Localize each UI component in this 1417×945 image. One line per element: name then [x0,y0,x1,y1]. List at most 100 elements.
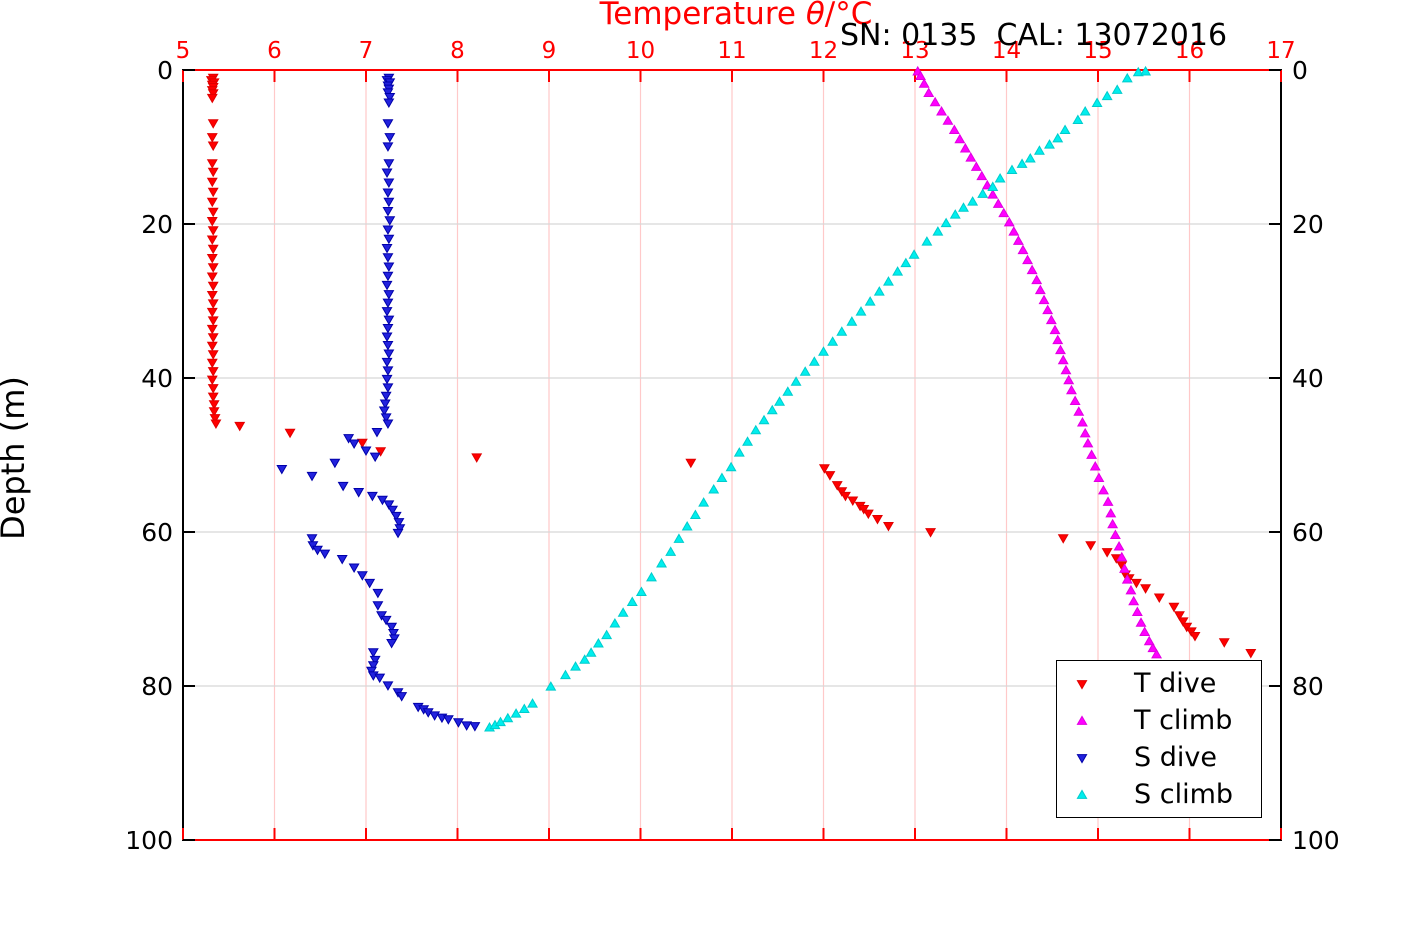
s-dive-data-point [374,673,386,684]
s-dive-data-point [382,88,394,98]
s-climb-data-point [940,217,952,228]
s-climb-data-point [665,546,677,556]
t-climb-data-point [1052,334,1064,345]
t-dive-data-point [206,324,218,335]
t-climb-data-point [936,105,947,116]
t-dive-data-point [207,119,219,129]
t-climb-data-point [1038,294,1050,305]
s-dive-data-point [337,481,349,492]
t-dive-data-point [207,350,219,360]
s-climb-data-point [518,703,530,713]
s-climb-data-point [689,509,701,519]
s-dive-data-point [367,661,379,671]
t-dive-data-point [207,167,219,178]
t-climb-data-point [1034,284,1046,295]
s-dive-data-point [356,571,368,581]
s-climb-data-point [900,257,912,268]
s-dive-data-point [382,225,394,235]
s-climb-data-point [994,172,1006,183]
y-tick-label-left: 100 [125,826,173,855]
y-tick-label-left: 40 [141,364,173,393]
s-climb-data-point [892,266,904,276]
y-tick-label-right: 100 [1292,826,1340,855]
t-climb-data-point [1066,384,1077,395]
s-dive-data-point [381,332,393,343]
t-dive-data-point [206,358,218,369]
s-dive-data-point [383,290,395,300]
t-climb-data-point [1022,254,1034,265]
t-dive-data-point [207,263,219,273]
t-climb-data-point [1121,574,1133,584]
s-dive-data-point [360,446,372,456]
s-climb-data-point [725,461,737,472]
t-climb-data-point [929,96,941,107]
t-climb-data-point [918,78,930,88]
t-dive-data-point [207,187,219,198]
s-climb-data-point [1101,90,1113,101]
t-dive-data-point [207,141,219,152]
t-dive-data-point [356,438,368,449]
s-dive-data-point [384,93,396,103]
t-dive-data-point [471,453,483,463]
t-dive-marker-icon [1057,677,1107,691]
t-dive-data-point [207,207,219,218]
s-climb-data-point [921,236,933,246]
s-dive-data-point [382,207,394,217]
t-dive-data-point [818,464,830,474]
t-dive-data-point [209,414,221,424]
x-tick-label: 17 [1266,38,1295,64]
t-climb-data-point [1109,529,1121,539]
s-climb-data-point [1016,158,1028,168]
y-tick-label-right: 80 [1292,672,1324,701]
s-dive-data-point [388,634,400,644]
y-tick-label-left: 20 [141,210,173,239]
t-climb-data-point [1139,626,1151,636]
legend-entry-s-dive: S dive [1057,741,1261,775]
s-climb-data-point [987,181,999,191]
x-tick-label: 12 [809,38,838,64]
t-dive-data-point [207,392,219,403]
t-climb-data-point [976,170,988,181]
s-dive-data-point [383,262,395,272]
t-climb-data-point [1073,406,1085,416]
s-climb-data-point [716,472,728,482]
t-climb-data-point [954,133,966,144]
s-climb-data-point [617,607,629,617]
t-climb-data-point [1113,541,1125,551]
s-dive-data-point [306,534,318,544]
t-dive-data-point [207,244,219,255]
s-dive-data-point [396,692,408,702]
s-climb-data-point [864,296,876,306]
s-dive-data-point [381,357,393,368]
t-dive-data-point [208,407,220,417]
s-dive-data-point [383,159,395,169]
t-dive-data-point [206,290,218,301]
s-dive-data-point [386,622,398,633]
s-climb-data-point [601,629,613,640]
t-climb-data-point [1079,427,1091,438]
t-dive-data-point [1140,584,1152,594]
s-climb-data-point [855,306,867,316]
t-climb-data-point [1026,264,1038,275]
s-dive-data-point [348,563,360,574]
t-dive-data-point [1181,622,1193,633]
t-dive-data-point [1085,541,1097,551]
y-tick-label-left: 80 [141,672,173,701]
t-dive-data-point [839,491,851,502]
t-dive-data-point [1218,638,1230,648]
t-dive-data-point [207,384,219,394]
s-climb-data-point [758,414,770,425]
t-dive-data-point [284,428,296,439]
x-tick-label: 7 [359,38,374,64]
s-dive-data-point [390,511,402,522]
t-climb-data-point [1045,314,1057,325]
t-dive-data-point [1185,627,1197,637]
legend-entry-s-climb: S climb [1057,778,1261,812]
s-climb-data-point [708,484,720,494]
t-climb-data-point [923,87,935,97]
t-climb-data-point [1151,648,1163,659]
s-dive-data-point [382,142,394,152]
s-climb-data-point [502,712,514,723]
s-climb-data-point [733,447,745,457]
